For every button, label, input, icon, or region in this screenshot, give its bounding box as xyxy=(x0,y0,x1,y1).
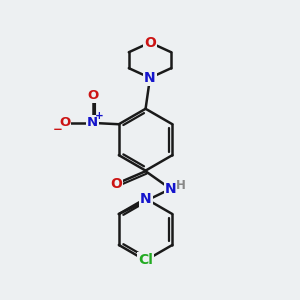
Text: O: O xyxy=(110,177,122,191)
Text: O: O xyxy=(144,35,156,50)
Text: N: N xyxy=(87,116,98,129)
Text: H: H xyxy=(176,179,186,192)
Text: N: N xyxy=(144,71,156,85)
Text: Cl: Cl xyxy=(138,254,153,267)
Text: −: − xyxy=(53,123,63,136)
Text: N: N xyxy=(165,182,176,196)
Text: +: + xyxy=(95,111,103,122)
Text: N: N xyxy=(140,192,152,206)
Text: O: O xyxy=(59,116,70,129)
Text: O: O xyxy=(87,89,98,102)
